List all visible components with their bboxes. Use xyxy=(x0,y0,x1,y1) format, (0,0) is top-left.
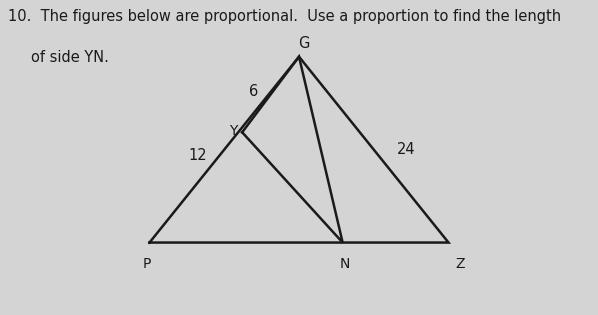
Text: Z: Z xyxy=(456,257,465,271)
Text: Y: Y xyxy=(229,124,237,138)
Text: of side YN.: of side YN. xyxy=(31,50,109,66)
Text: 6: 6 xyxy=(249,84,258,99)
Text: 12: 12 xyxy=(188,148,207,163)
Text: N: N xyxy=(339,257,350,271)
Text: G: G xyxy=(298,36,310,51)
Text: 24: 24 xyxy=(397,142,416,157)
Text: P: P xyxy=(142,257,151,271)
Text: 10.  The figures below are proportional.  Use a proportion to find the length: 10. The figures below are proportional. … xyxy=(8,9,561,25)
